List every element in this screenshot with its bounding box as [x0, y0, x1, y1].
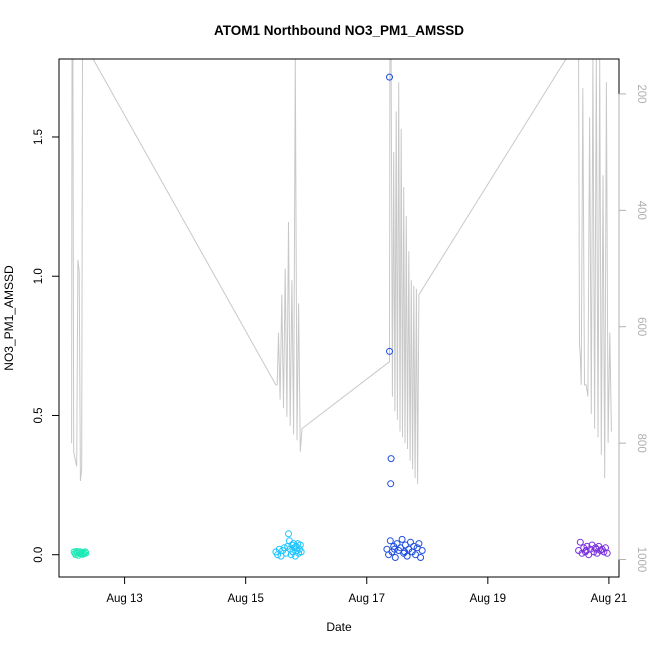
- x-axis-label: Date: [326, 620, 352, 634]
- data-point: [81, 548, 89, 556]
- data-point: [387, 480, 395, 488]
- data-points-layer: [70, 73, 611, 561]
- data-point: [391, 545, 398, 553]
- chart-title: ATOM1 Northbound NO3_PM1_AMSSD: [214, 23, 464, 38]
- data-point: [410, 542, 418, 550]
- x-tick-label: Aug 15: [227, 593, 263, 605]
- x-tick-label: Aug 21: [591, 593, 627, 605]
- data-point: [275, 545, 283, 553]
- x-tick-label: Aug 17: [349, 593, 385, 605]
- secondary-series-line: [71, 58, 612, 484]
- axes-layer: Aug 13 Aug 15 Aug 17 Aug 19 Aug 21 0.0 0.5 1.0 1…: [33, 84, 647, 605]
- y2-tick-label: 200: [635, 84, 647, 103]
- data-point: [576, 538, 584, 546]
- data-point: [417, 554, 425, 561]
- data-point: [282, 549, 290, 557]
- data-point: [592, 545, 600, 553]
- data-point: [600, 548, 608, 556]
- y-tick-label: 1.0: [33, 268, 45, 284]
- x-tick-label: Aug 19: [470, 593, 506, 605]
- data-point: [386, 537, 394, 545]
- data-point: [393, 540, 401, 548]
- y-tick-label: 0.5: [33, 407, 45, 423]
- plot-area-border: [58, 58, 620, 578]
- data-point: [415, 540, 423, 548]
- data-point: [386, 73, 393, 81]
- data-point: [407, 538, 414, 546]
- y2-tick-label: 1000: [635, 547, 647, 573]
- y-axis-label: NO3_PM1_AMSSD: [2, 265, 16, 371]
- y2-tick-label: 600: [635, 317, 647, 336]
- data-point: [296, 541, 304, 549]
- y-tick-label: 0.0: [33, 547, 45, 563]
- data-point: [82, 549, 90, 557]
- data-point: [398, 535, 406, 543]
- data-point: [418, 547, 426, 554]
- data-point: [386, 347, 393, 355]
- data-point: [387, 455, 395, 463]
- data-point: [391, 554, 399, 561]
- y2-tick-label: 400: [635, 201, 647, 220]
- x-tick-label: Aug 13: [106, 593, 142, 605]
- y2-tick-label: 800: [635, 434, 647, 453]
- secondary-line-layer: [71, 58, 612, 484]
- data-point: [582, 547, 590, 554]
- data-point: [285, 530, 292, 538]
- y-tick-label: 1.5: [33, 129, 45, 145]
- data-point: [297, 548, 305, 556]
- data-point: [603, 549, 611, 557]
- data-point: [401, 548, 409, 556]
